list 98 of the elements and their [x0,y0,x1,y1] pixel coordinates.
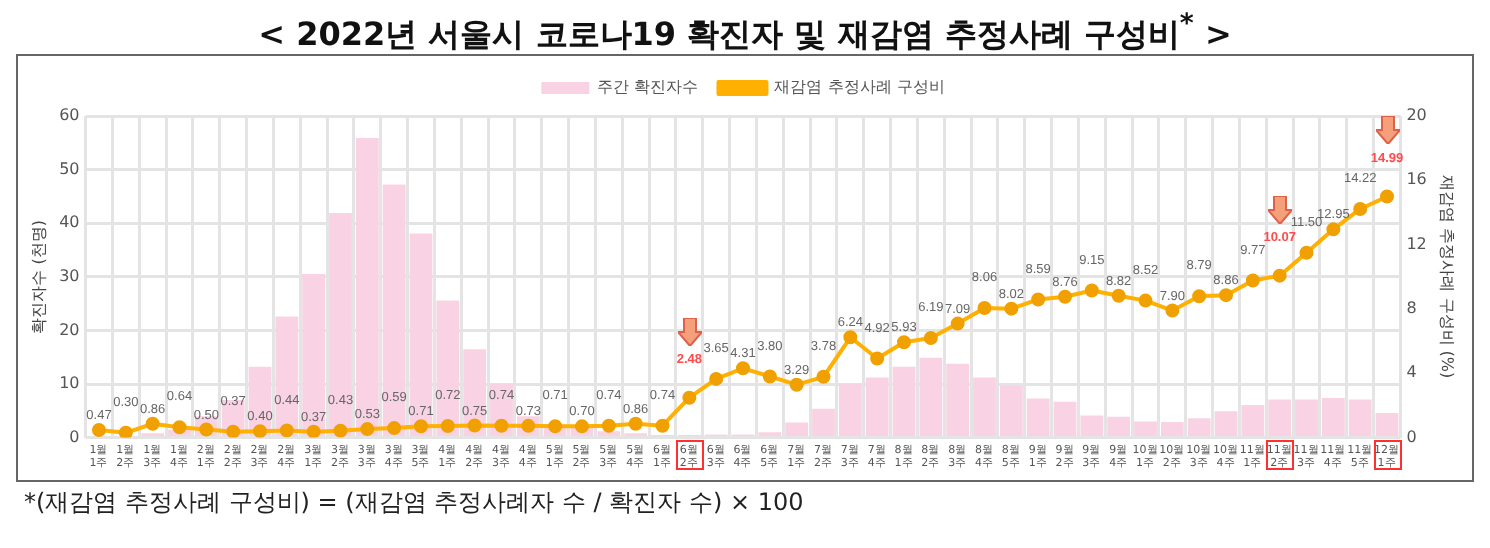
y-tick-label: 50 [59,159,80,178]
bar [1160,422,1184,437]
point [252,424,267,438]
point [923,331,938,346]
bar [355,137,379,437]
point [628,416,643,431]
bar [436,300,460,437]
point [1380,189,1395,204]
bar [275,316,299,437]
bar [999,385,1023,437]
point [1004,301,1019,316]
bar [973,377,996,437]
point [870,351,885,366]
y-tick-label: 40 [59,213,80,232]
point [1353,201,1368,216]
point [655,418,670,433]
point [601,418,616,433]
point [118,425,133,438]
y-axis-title: 확진자수 (천명) [29,220,48,334]
point [1219,288,1234,303]
bar [597,431,621,437]
point [736,361,750,376]
bar [785,422,809,437]
point [843,330,858,345]
point [816,369,831,384]
point [709,371,724,386]
y2-tick-label: 16 [1406,170,1427,189]
y-tick-label: 30 [59,266,80,285]
point [172,420,187,435]
bar [1348,399,1372,437]
bar [329,213,352,437]
point [1299,245,1314,260]
point [1245,273,1260,288]
bar [812,408,835,437]
point [413,419,428,434]
point [1138,293,1153,308]
point [467,418,482,433]
y-tick-label: 0 [69,427,80,446]
point [1326,222,1341,237]
point [548,419,563,434]
bar [919,357,943,437]
bar [1241,404,1265,437]
bar [946,363,970,437]
bar [1080,415,1104,437]
y-tick-label: 10 [59,374,80,393]
bar [1134,421,1157,437]
point [1084,283,1099,298]
point [226,424,241,438]
legend-label: 재감염 추정사례 구성비 [774,78,945,97]
point [333,423,348,438]
point [145,416,160,431]
point [279,423,294,438]
point [1111,288,1126,303]
point [306,424,321,438]
bar [302,274,326,437]
y-tick-label: 20 [59,320,80,339]
point [950,316,965,331]
chart-title: < 2022년 서울시 코로나19 확진자 및 재감염 추정사례 구성비$^{*}$ > [256,8,1234,53]
point [1272,268,1287,283]
point [1165,303,1180,318]
bar [1026,398,1050,437]
bar [865,377,889,437]
bar [1321,397,1345,437]
bar [382,184,406,437]
bar [1295,399,1318,437]
y2-tick-label: 8 [1406,299,1417,318]
y2-tick-label: 12 [1406,234,1427,253]
y2-axis-title: 재감염 추정사례 구성비 (%) [1438,175,1457,379]
point [682,390,697,405]
bar [1214,411,1238,437]
point [897,335,912,350]
bar [463,349,487,437]
point [360,422,375,437]
bar [1268,399,1292,437]
point [387,421,402,436]
y2-tick-label: 20 [1406,106,1427,125]
point [762,369,777,384]
y2-tick-label: 4 [1406,363,1417,382]
point [1192,289,1207,304]
bar [838,383,862,437]
y2-tick-label: 0 [1406,427,1417,446]
point [1031,292,1046,307]
bar [1375,412,1399,437]
point [1058,289,1073,304]
point [789,377,804,392]
y-tick-label: 60 [59,106,80,125]
bar [892,366,916,437]
point [91,423,106,438]
text: *(재감염 추정사례 구성비) = (재감염 추정사례자 수 / 확진자 수) × 100 [24,486,804,520]
bar [1053,401,1077,437]
point [574,419,589,434]
point [977,301,992,315]
legend-label: 주간 확진자수 [597,78,699,97]
bar [1187,418,1211,437]
bar [1107,416,1131,437]
bar [409,233,433,437]
point [494,418,509,433]
point [440,419,455,434]
